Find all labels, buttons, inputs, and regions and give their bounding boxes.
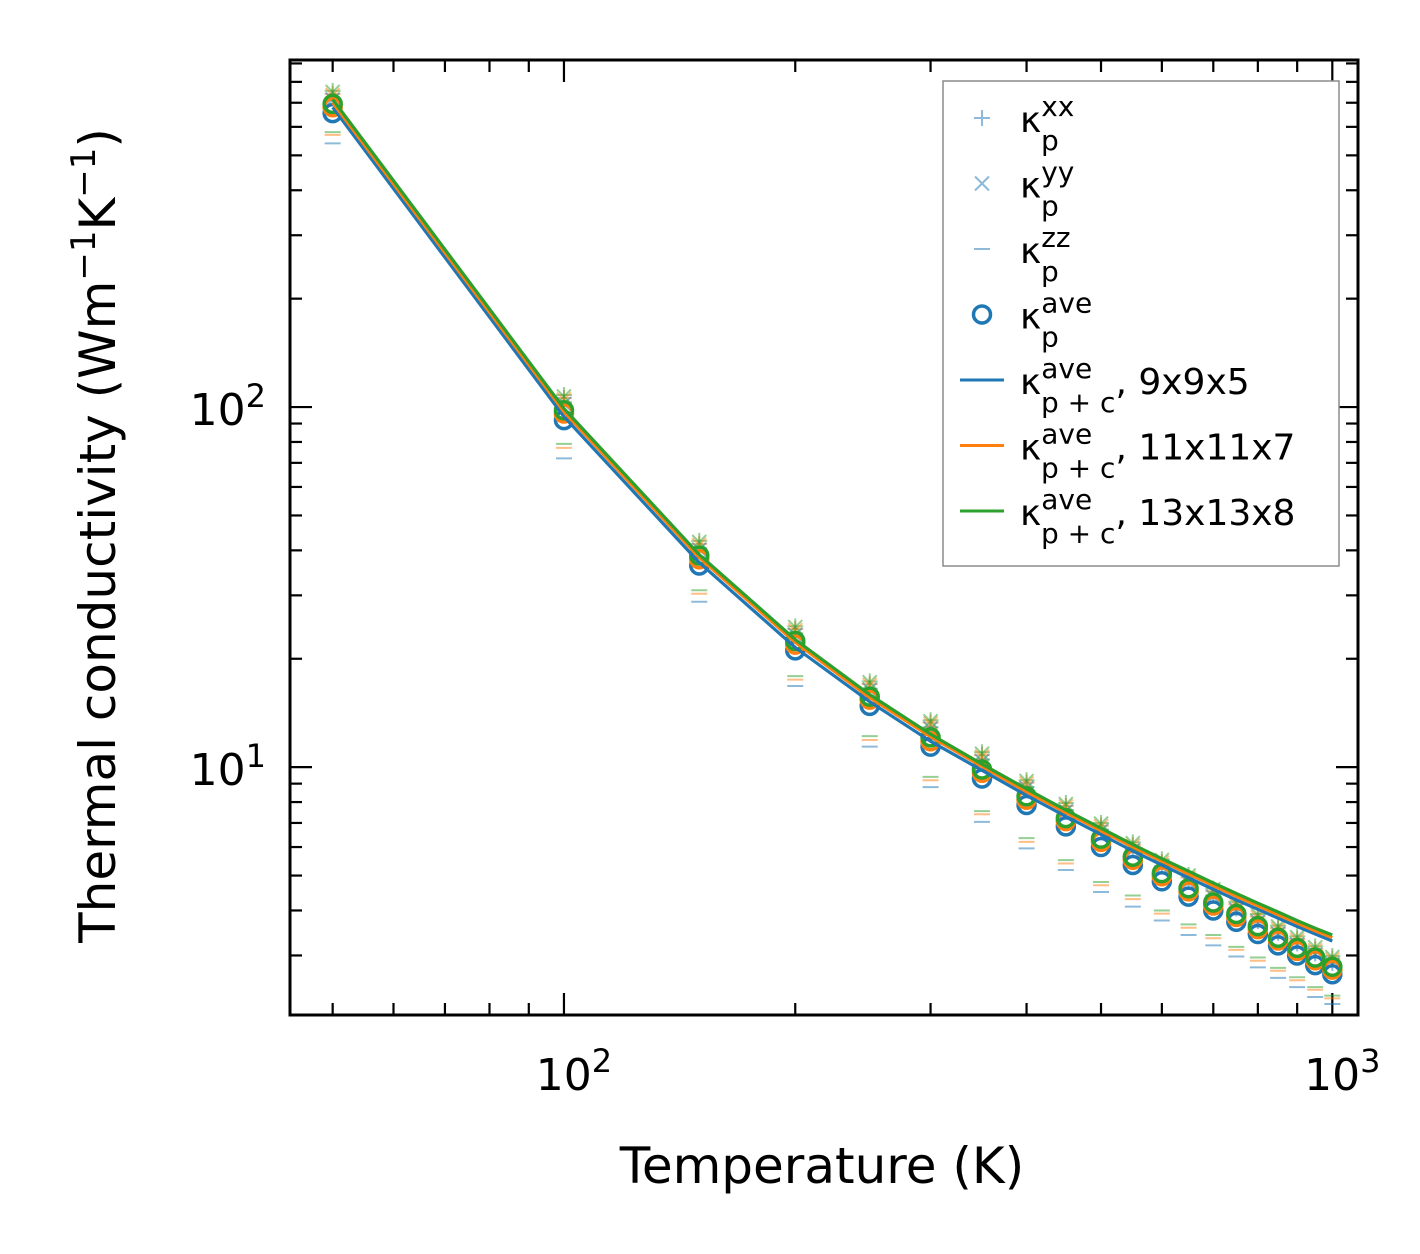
y-label-mid: K — [69, 197, 127, 231]
marker-x-13x13x8 — [974, 745, 990, 762]
y-tick-label: 102 — [190, 377, 266, 436]
x-tick-label-base: 10 — [536, 1050, 592, 1101]
marker-x-13x13x8 — [787, 619, 803, 635]
legend-kappa: κ — [1020, 297, 1041, 338]
data-layer — [322, 82, 1343, 1005]
y-label-exp1: −1 — [64, 231, 104, 281]
y-label-main: Thermal conductivity (Wm — [69, 281, 127, 944]
legend-entry-5: κave p + c, 11x11x7 — [1020, 418, 1295, 485]
y-tick-label-exp: 2 — [246, 377, 266, 415]
legend-sub: p — [1041, 255, 1059, 288]
marker-x-13x13x8 — [862, 674, 878, 691]
legend-entry-3: κave p — [1020, 287, 1092, 354]
legend-entry-6: κave p + c, 13x13x8 — [1020, 483, 1295, 550]
legend-kappa: κ — [1020, 166, 1041, 207]
x-axis-label: Temperature (K) — [619, 1137, 1024, 1195]
legend-sup: ave — [1041, 483, 1092, 516]
legend-kappa: κ — [1020, 231, 1041, 272]
legend-marker-0 — [974, 110, 990, 126]
x-tick-label-exp: 2 — [592, 1042, 612, 1080]
x-tick-label: 102 — [536, 1042, 612, 1101]
legend-entry-1: κyy p — [1020, 156, 1074, 223]
legend-kappa: κ — [1020, 100, 1041, 141]
x-tick-label: 103 — [1304, 1042, 1380, 1101]
marker-circle-13x13x8 — [1267, 927, 1289, 948]
y-label-exp2: −1 — [64, 148, 104, 198]
legend-suffix: , 9x9x5 — [1115, 362, 1249, 403]
legend-marker-1-b — [974, 175, 990, 192]
legend-marker-3 — [971, 304, 993, 325]
marker-x-13x13x8-b — [862, 674, 878, 691]
marker-x-13x13x8-b — [922, 713, 939, 730]
legend-suffix: , 13x13x8 — [1115, 493, 1295, 534]
series-line-2 — [331, 98, 1333, 937]
x-tick-label-exp: 3 — [1360, 1042, 1380, 1080]
marker-circle-13x13x8 — [1304, 947, 1326, 968]
legend-entry-2: κzz p — [1020, 221, 1071, 288]
series-line-0 — [331, 106, 1333, 943]
y-tick-label-exp: 1 — [246, 737, 266, 775]
legend-sup: ave — [1041, 287, 1092, 320]
legend-kappa: κ — [1020, 362, 1041, 403]
ticks-layer — [290, 60, 1358, 1015]
y-label-close: ) — [69, 128, 127, 148]
x-tick-label-base: 10 — [1304, 1050, 1360, 1101]
legend-sup: xx — [1041, 90, 1074, 123]
legend-sup: zz — [1041, 221, 1070, 254]
legend-box — [942, 80, 1340, 567]
legend-sub: p — [1041, 321, 1059, 354]
legend-sub: p + c — [1041, 386, 1115, 419]
legend-sup: ave — [1041, 352, 1092, 385]
y-tick-label-base: 10 — [190, 385, 246, 436]
axes-frame — [288, 58, 1360, 1017]
series-line-1 — [331, 101, 1333, 940]
y-tick-label-base: 10 — [190, 745, 246, 796]
marker-circle-13x13x8 — [1203, 892, 1224, 913]
y-axis-label: Thermal conductivity (Wm−1K−1) — [64, 128, 127, 944]
marker-circle-13x13x8 — [1286, 937, 1308, 959]
legend-suffix: , 11x11x7 — [1115, 428, 1295, 469]
marker-circle-13x13x8 — [322, 93, 343, 115]
legend-sub: p — [1041, 124, 1059, 157]
marker-x-13x13x8 — [922, 713, 939, 730]
legend-kappa: κ — [1020, 428, 1041, 469]
legend-entry-4: κave p + c, 9x9x5 — [1020, 352, 1250, 419]
marker-x-13x13x8-b — [787, 619, 803, 635]
marker-circle-13x13x8 — [1322, 956, 1343, 978]
marker-circle-13x13x8 — [1226, 903, 1247, 925]
legend-sub: p + c — [1041, 517, 1115, 550]
legend-entry-0: κxx p — [1020, 90, 1074, 157]
legend-kappa: κ — [1020, 493, 1041, 534]
marker-x-13x13x8-b — [974, 745, 990, 762]
legend-sup: ave — [1041, 418, 1092, 451]
y-tick-label: 101 — [190, 737, 266, 796]
legend-sup: yy — [1041, 156, 1074, 189]
marker-circle-13x13x8 — [1247, 915, 1269, 937]
legend-sub: p — [1041, 190, 1059, 223]
legend-sub: p + c — [1041, 452, 1115, 485]
legend-marker-1 — [974, 175, 990, 192]
marker-circle-13x13x8 — [1178, 878, 1199, 899]
